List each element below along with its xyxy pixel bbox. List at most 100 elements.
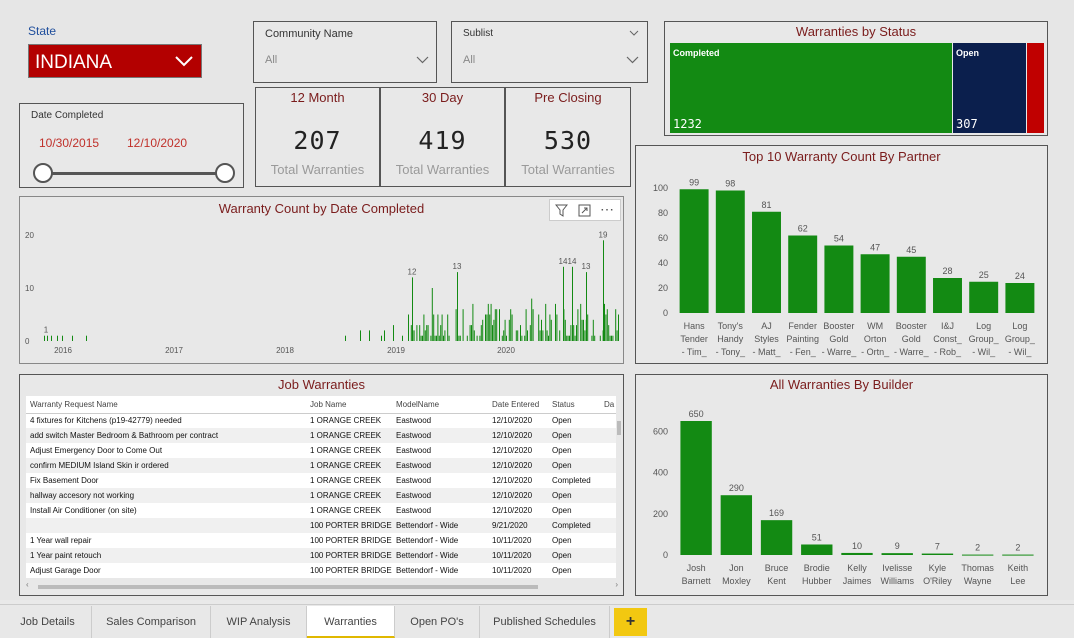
bar[interactable] (57, 335, 58, 341)
bar[interactable] (548, 335, 549, 341)
state-dropdown[interactable]: INDIANA (28, 44, 202, 78)
bar[interactable] (508, 319, 510, 341)
bar[interactable] (420, 335, 422, 341)
bar[interactable] (482, 319, 484, 341)
bar[interactable] (408, 314, 409, 342)
bar[interactable] (539, 330, 541, 341)
bar[interactable] (62, 335, 63, 341)
bar[interactable] (752, 211, 781, 313)
bar[interactable] (609, 335, 611, 341)
bar[interactable] (72, 335, 73, 341)
table-row[interactable]: 4 fixtures for Kitchens (p19-42779) need… (26, 413, 616, 428)
bar[interactable] (426, 325, 428, 341)
bar[interactable] (881, 553, 913, 555)
table-row[interactable]: hallway accesory not working 1 ORANGE CRE… (26, 488, 616, 503)
bar[interactable] (841, 552, 873, 555)
treemap-tile-completed[interactable]: Completed 1232 (670, 43, 952, 133)
bar[interactable] (472, 303, 474, 341)
bar[interactable] (612, 335, 614, 341)
column-header[interactable]: ModelName (392, 396, 488, 414)
bar[interactable] (443, 335, 444, 341)
bar[interactable] (440, 325, 442, 341)
table-row[interactable]: Fix Basement Door 1 ORANGE CREEK Eastwood 1… (26, 473, 616, 488)
bar[interactable] (604, 303, 605, 341)
bar[interactable] (679, 189, 709, 313)
bar[interactable] (51, 335, 52, 341)
bar[interactable] (896, 256, 926, 313)
bar[interactable] (564, 319, 566, 341)
bar[interactable] (555, 303, 556, 341)
bar[interactable] (860, 254, 890, 313)
date-start-input[interactable]: 10/30/2015 (39, 136, 100, 150)
bar[interactable] (434, 335, 436, 341)
bar[interactable] (419, 325, 421, 341)
bar[interactable] (416, 325, 418, 341)
bar[interactable] (437, 314, 439, 342)
bar[interactable] (556, 314, 558, 342)
tab-job-details[interactable]: Job Details (4, 606, 92, 638)
bar[interactable] (438, 335, 440, 341)
bar[interactable] (436, 335, 437, 341)
bar[interactable] (444, 330, 446, 341)
bar[interactable] (499, 309, 500, 341)
bar[interactable] (487, 303, 489, 341)
bar[interactable] (448, 335, 450, 341)
bar[interactable] (969, 281, 999, 313)
bar[interactable] (489, 314, 491, 342)
sublist-dropdown[interactable]: All (463, 50, 639, 70)
bar[interactable] (529, 325, 531, 341)
bar[interactable] (592, 319, 594, 341)
table-row[interactable]: 100 PORTER BRIDGE Bettendorf - Wide 9/21/2… (26, 518, 616, 533)
table-row[interactable]: add switch Master Bedroom & Bathroom per… (26, 428, 616, 443)
bar[interactable] (616, 330, 618, 341)
focus-mode-icon[interactable] (578, 204, 591, 217)
bar[interactable] (44, 335, 45, 341)
bar[interactable] (618, 314, 619, 342)
treemap-tile-other[interactable] (1027, 43, 1044, 133)
bar[interactable] (360, 330, 361, 341)
bar[interactable] (824, 245, 854, 314)
bar[interactable] (466, 335, 468, 341)
bar[interactable] (921, 553, 954, 555)
bar[interactable] (525, 309, 527, 341)
treemap-tile-open[interactable]: Open 307 (953, 43, 1026, 133)
bar[interactable] (504, 319, 506, 341)
bar[interactable] (384, 330, 385, 341)
table-row[interactable]: 1 Year wall repair 100 PORTER BRIDGE Bette… (26, 533, 616, 548)
bar[interactable] (549, 314, 551, 342)
horizontal-scrollbar[interactable]: ‹ › (26, 580, 618, 589)
bar[interactable] (583, 319, 584, 341)
bar[interactable] (424, 330, 426, 341)
bar[interactable] (542, 330, 544, 341)
bar[interactable] (441, 314, 443, 342)
bar[interactable] (47, 335, 48, 341)
bar[interactable] (431, 288, 433, 341)
bar[interactable] (546, 330, 548, 341)
bar[interactable] (605, 314, 607, 342)
bar[interactable] (559, 330, 561, 341)
bar[interactable] (611, 335, 612, 341)
bar[interactable] (458, 335, 460, 341)
bar[interactable] (573, 325, 575, 341)
bar[interactable] (345, 335, 346, 341)
bar[interactable] (447, 314, 449, 342)
bar[interactable] (572, 266, 573, 341)
bar[interactable] (469, 325, 471, 341)
bar[interactable] (545, 303, 547, 341)
bar[interactable] (586, 272, 587, 341)
bar[interactable] (591, 335, 593, 341)
bar[interactable] (531, 298, 533, 341)
bar[interactable] (801, 544, 833, 555)
table-row[interactable]: confirm MEDIUM Island Skin ir ordered 1 O… (26, 458, 616, 473)
bar[interactable] (479, 335, 481, 341)
vertical-scrollbar[interactable] (616, 415, 622, 575)
more-options-icon[interactable]: ⋯ (600, 201, 614, 217)
bar[interactable] (524, 335, 526, 341)
bar[interactable] (471, 325, 472, 341)
tab-wip-analysis[interactable]: WIP Analysis (211, 606, 307, 638)
bar[interactable] (1002, 554, 1034, 556)
bar[interactable] (423, 314, 425, 342)
bar[interactable] (760, 520, 793, 555)
bar[interactable] (422, 335, 423, 341)
bar[interactable] (584, 330, 586, 341)
